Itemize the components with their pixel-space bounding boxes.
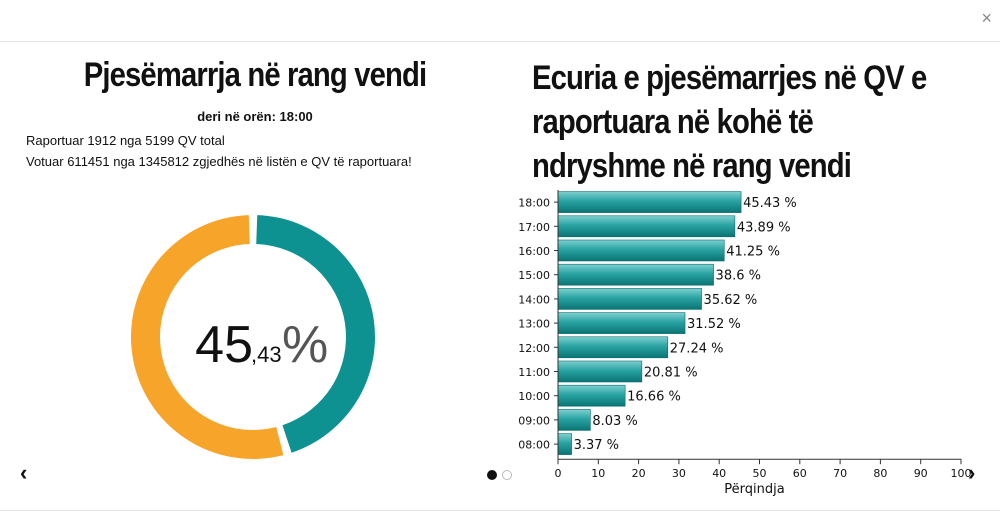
x-tick-label: 70 xyxy=(833,467,847,480)
bar-value-label: 41.25 % xyxy=(726,245,780,260)
bar-value-label: 45.43 % xyxy=(743,196,797,211)
previous-slide-button[interactable]: ‹ xyxy=(20,460,28,485)
bottom-divider xyxy=(0,510,1000,511)
slide-dot-active[interactable] xyxy=(487,470,497,480)
x-tick-label: 80 xyxy=(873,467,887,480)
x-tick-label: 30 xyxy=(672,467,686,480)
x-tick-label: 40 xyxy=(712,467,726,480)
bar xyxy=(557,336,669,359)
turnout-time-subtitle: deri në orën: 18:00 xyxy=(197,109,313,124)
x-tick-label: 50 xyxy=(753,467,767,480)
slide-dot[interactable] xyxy=(502,470,512,480)
bar-value-label: 3.37 % xyxy=(574,438,619,453)
x-tick-label: 20 xyxy=(632,467,646,480)
bar-value-label: 20.81 % xyxy=(644,366,698,381)
donut-slice-remaining xyxy=(130,215,284,459)
x-tick-label: 0 xyxy=(555,467,562,480)
bar xyxy=(557,263,714,286)
y-tick-label: 11:00 xyxy=(518,366,550,379)
y-tick-label: 08:00 xyxy=(518,439,550,452)
top-bar: × xyxy=(0,0,1000,42)
bar xyxy=(557,433,572,455)
bar xyxy=(557,360,643,383)
bar-value-label: 16.66 % xyxy=(627,390,681,405)
percent-integer: 45 xyxy=(195,316,253,374)
bar-value-label: 43.89 % xyxy=(737,220,791,235)
turnout-title: Pjesëmarrja në rang vendi xyxy=(83,56,427,94)
close-icon[interactable]: × xyxy=(981,8,992,28)
x-tick-label: 60 xyxy=(793,467,807,480)
title-line-3: ndryshme në rang vendi xyxy=(532,147,852,185)
x-tick-label: 90 xyxy=(914,467,928,480)
percent-decimal: ,43 xyxy=(251,342,282,367)
y-tick-label: 17:00 xyxy=(518,221,550,234)
x-tick-label: 100 xyxy=(951,467,972,480)
y-tick-label: 13:00 xyxy=(518,318,550,331)
bar xyxy=(557,288,702,310)
bar-value-label: 27.24 % xyxy=(670,341,724,356)
next-slide-button[interactable]: › xyxy=(968,460,976,485)
bar xyxy=(557,191,742,213)
y-tick-label: 14:00 xyxy=(518,293,550,306)
x-axis-label: Përqindja xyxy=(724,482,784,497)
y-tick-label: 18:00 xyxy=(518,197,550,210)
reported-stations-text: Raportuar 1912 nga 5199 QV total xyxy=(26,133,225,148)
title-line-2: raportuara në kohë të xyxy=(532,103,814,141)
bar xyxy=(557,239,725,262)
voters-text: Votuar 611451 nga 1345812 zgjedhës në li… xyxy=(26,154,412,169)
percent-sign: % xyxy=(282,316,328,374)
turnout-donut-chart: 45 ,43 % xyxy=(130,215,375,459)
x-tick-label: 10 xyxy=(591,467,605,480)
y-tick-label: 09:00 xyxy=(518,414,550,427)
y-tick-label: 16:00 xyxy=(518,245,550,258)
turnout-progress-title: Ecuria e pjesëmarrjes në QV e raportuara… xyxy=(532,56,979,188)
bar xyxy=(557,384,626,407)
bar-value-label: 35.62 % xyxy=(704,293,758,308)
bar xyxy=(557,312,686,334)
y-tick-label: 15:00 xyxy=(518,269,550,282)
y-tick-label: 12:00 xyxy=(518,342,550,355)
donut-slice-voted xyxy=(256,215,375,453)
title-line-1: Ecuria e pjesëmarrjes në QV e xyxy=(532,59,927,97)
bar-value-label: 38.6 % xyxy=(716,269,761,284)
bar-value-label: 31.52 % xyxy=(687,317,741,332)
y-tick-label: 10:00 xyxy=(518,390,550,403)
bar-value-label: 8.03 % xyxy=(592,414,637,429)
bar xyxy=(557,409,591,431)
bar xyxy=(557,215,736,238)
